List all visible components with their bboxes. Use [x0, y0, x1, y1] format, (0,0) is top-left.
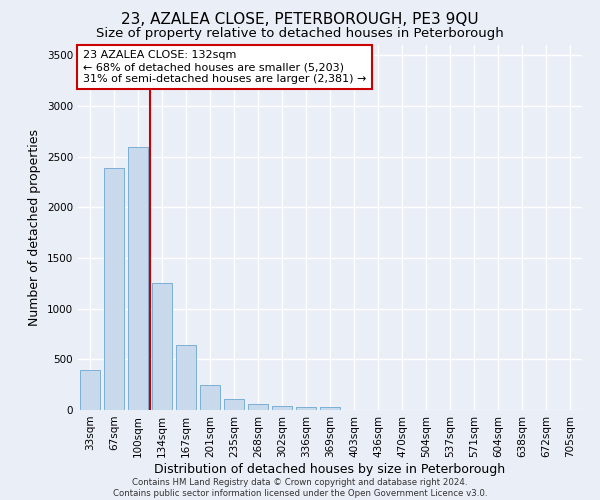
- Bar: [272, 406, 292, 410]
- Text: 23 AZALEA CLOSE: 132sqm
← 68% of detached houses are smaller (5,203)
31% of semi: 23 AZALEA CLOSE: 132sqm ← 68% of detache…: [83, 50, 367, 84]
- Text: Size of property relative to detached houses in Peterborough: Size of property relative to detached ho…: [96, 28, 504, 40]
- Bar: [320, 408, 340, 410]
- Bar: [104, 168, 124, 410]
- Text: Contains HM Land Registry data © Crown copyright and database right 2024.
Contai: Contains HM Land Registry data © Crown c…: [113, 478, 487, 498]
- Bar: [200, 384, 220, 410]
- Bar: [224, 400, 244, 410]
- Y-axis label: Number of detached properties: Number of detached properties: [28, 129, 41, 326]
- Bar: [176, 345, 196, 410]
- Bar: [152, 284, 172, 410]
- Text: 23, AZALEA CLOSE, PETERBOROUGH, PE3 9QU: 23, AZALEA CLOSE, PETERBOROUGH, PE3 9QU: [121, 12, 479, 28]
- X-axis label: Distribution of detached houses by size in Peterborough: Distribution of detached houses by size …: [154, 462, 506, 475]
- Bar: [80, 370, 100, 410]
- Bar: [248, 404, 268, 410]
- Bar: [128, 148, 148, 410]
- Bar: [296, 408, 316, 410]
